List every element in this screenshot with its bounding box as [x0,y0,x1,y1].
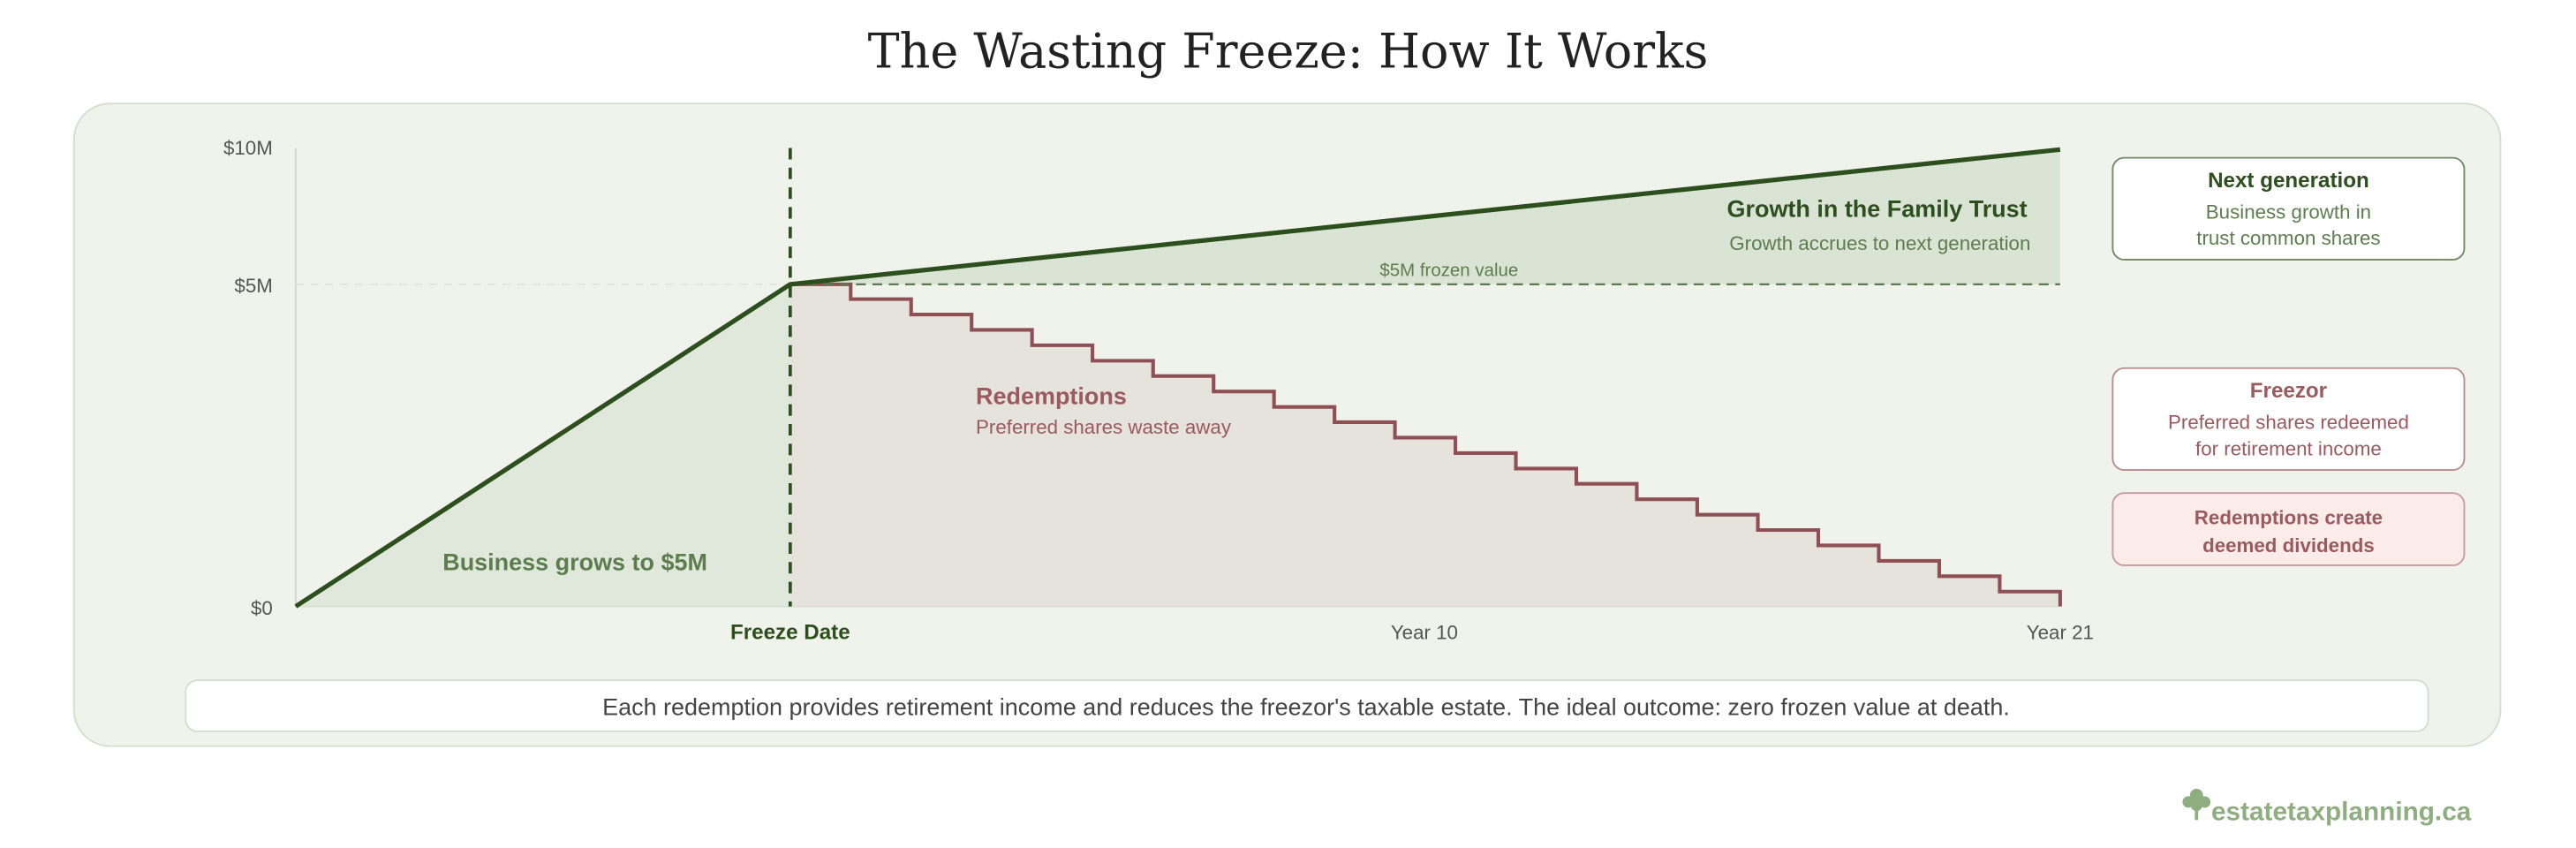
annotation: $5M frozen value [1379,261,1518,281]
legend-text: Redemptions create [2195,506,2383,528]
legend-text: for retirement income [2195,437,2382,459]
title: The Wasting Freeze: How It Works [868,23,1709,79]
legend-text: Preferred shares redeemed [2168,412,2409,434]
note-box [185,679,2429,732]
legend-box [2111,367,2466,472]
legend-text: deemed dividends [2202,534,2375,556]
annotation: Growth accrues to next generation [1729,232,2030,254]
legend-box [2111,156,2466,261]
brand-logo [2182,788,2211,821]
note: Each redemption provides retirement inco… [602,693,2010,720]
legend-text: trust common shares [2196,227,2380,249]
annotation: Preferred shares waste away [976,416,1232,438]
legend-title: Freezor [2250,379,2328,403]
legend-title: Next generation [2208,169,2369,193]
annotation: Growth in the Family Trust [1727,196,2028,223]
growth-line [294,147,2061,609]
x-label: Year 10 [1391,622,1458,644]
redemption-steps [789,282,2062,607]
y-label: $10M [223,137,273,159]
legend-text: Business growth in [2206,201,2371,223]
annotation: Business grows to $5M [442,549,707,576]
annotation: Redemptions [976,383,1127,410]
redemption-area [789,284,2060,607]
x-label: Year 21 [2027,622,2094,644]
legend-box [2111,492,2466,566]
y-label: $0 [251,597,273,619]
brand: estatetaxplanning.ca [2211,797,2472,826]
y-label: $5M [234,275,272,297]
x-label: Freeze Date [730,621,850,645]
